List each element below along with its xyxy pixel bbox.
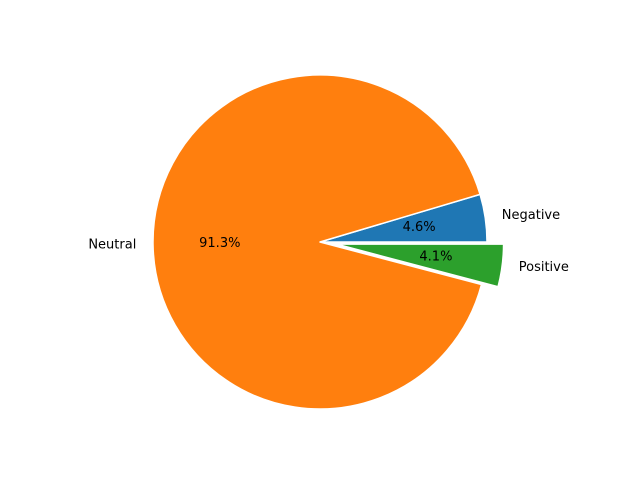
pie-slice-neutral bbox=[152, 74, 483, 410]
pie-slice-positive bbox=[335, 243, 505, 288]
pie-percent-label-negative: 4.6% bbox=[403, 220, 436, 235]
pie-category-label-negative: Negative bbox=[502, 208, 560, 223]
pie-category-label-positive: Positive bbox=[519, 260, 569, 275]
pie-percent-label-neutral: 91.3% bbox=[199, 236, 240, 251]
pie-percent-label-positive: 4.1% bbox=[419, 250, 452, 265]
pie-category-label-neutral: Neutral bbox=[88, 237, 136, 252]
